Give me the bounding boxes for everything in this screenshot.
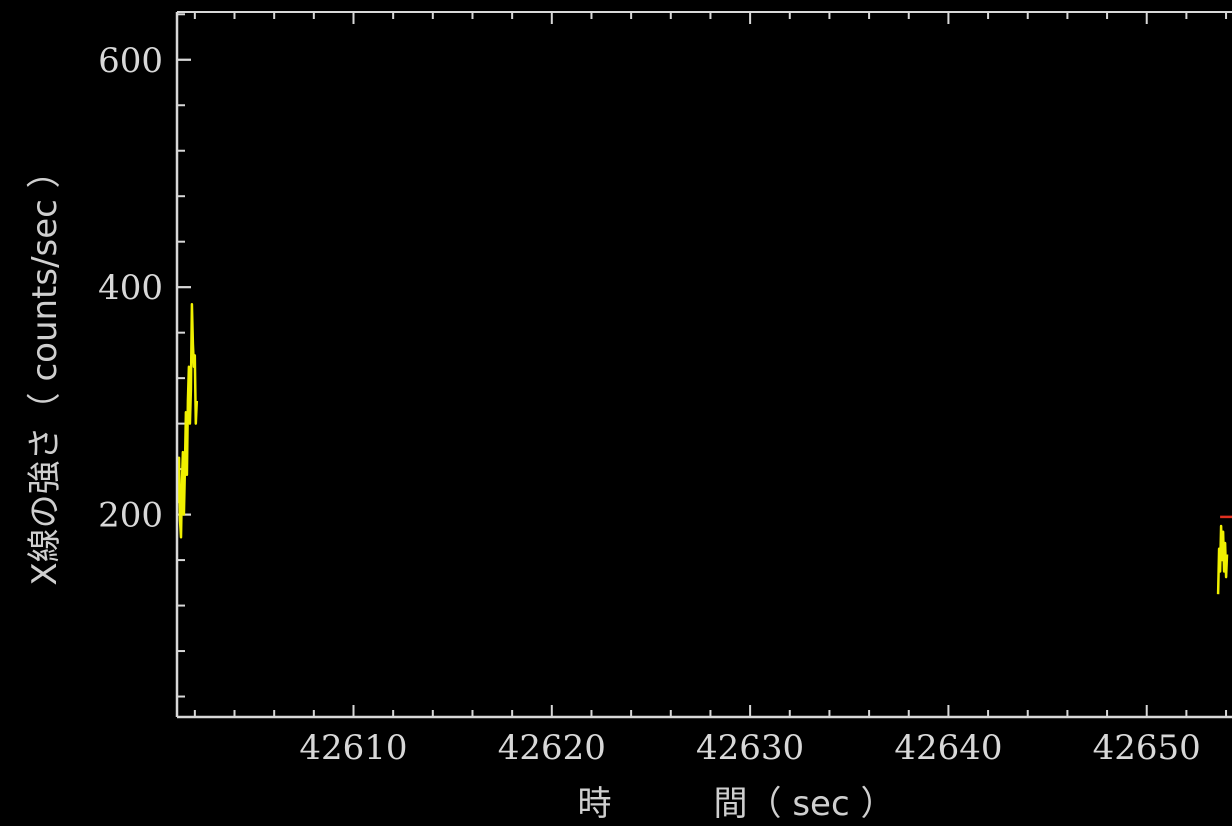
x-tick-label: 42630: [696, 728, 804, 768]
x-tick-label: 42610: [299, 728, 407, 768]
frame-layer: [175, 11, 1232, 719]
x-axis-title: 時 間（ sec ）: [578, 784, 895, 824]
x-tick-label: 42650: [1093, 728, 1201, 768]
series-line-1: [1216, 524, 1229, 595]
series-layer: [176, 302, 1232, 595]
y-axis-title: X線の強さ（ counts/sec ）: [25, 154, 65, 585]
x-tick-label: 42640: [894, 728, 1002, 768]
labels-layer: 42610 42620 42630 42640 42650 200 400 600: [98, 41, 1201, 768]
y-tick-label: 200: [98, 496, 163, 536]
y-tick-label: 600: [98, 41, 163, 81]
series-line-0: [176, 302, 199, 539]
y-tick-label: 400: [98, 268, 163, 308]
x-tick-label: 42620: [498, 728, 606, 768]
